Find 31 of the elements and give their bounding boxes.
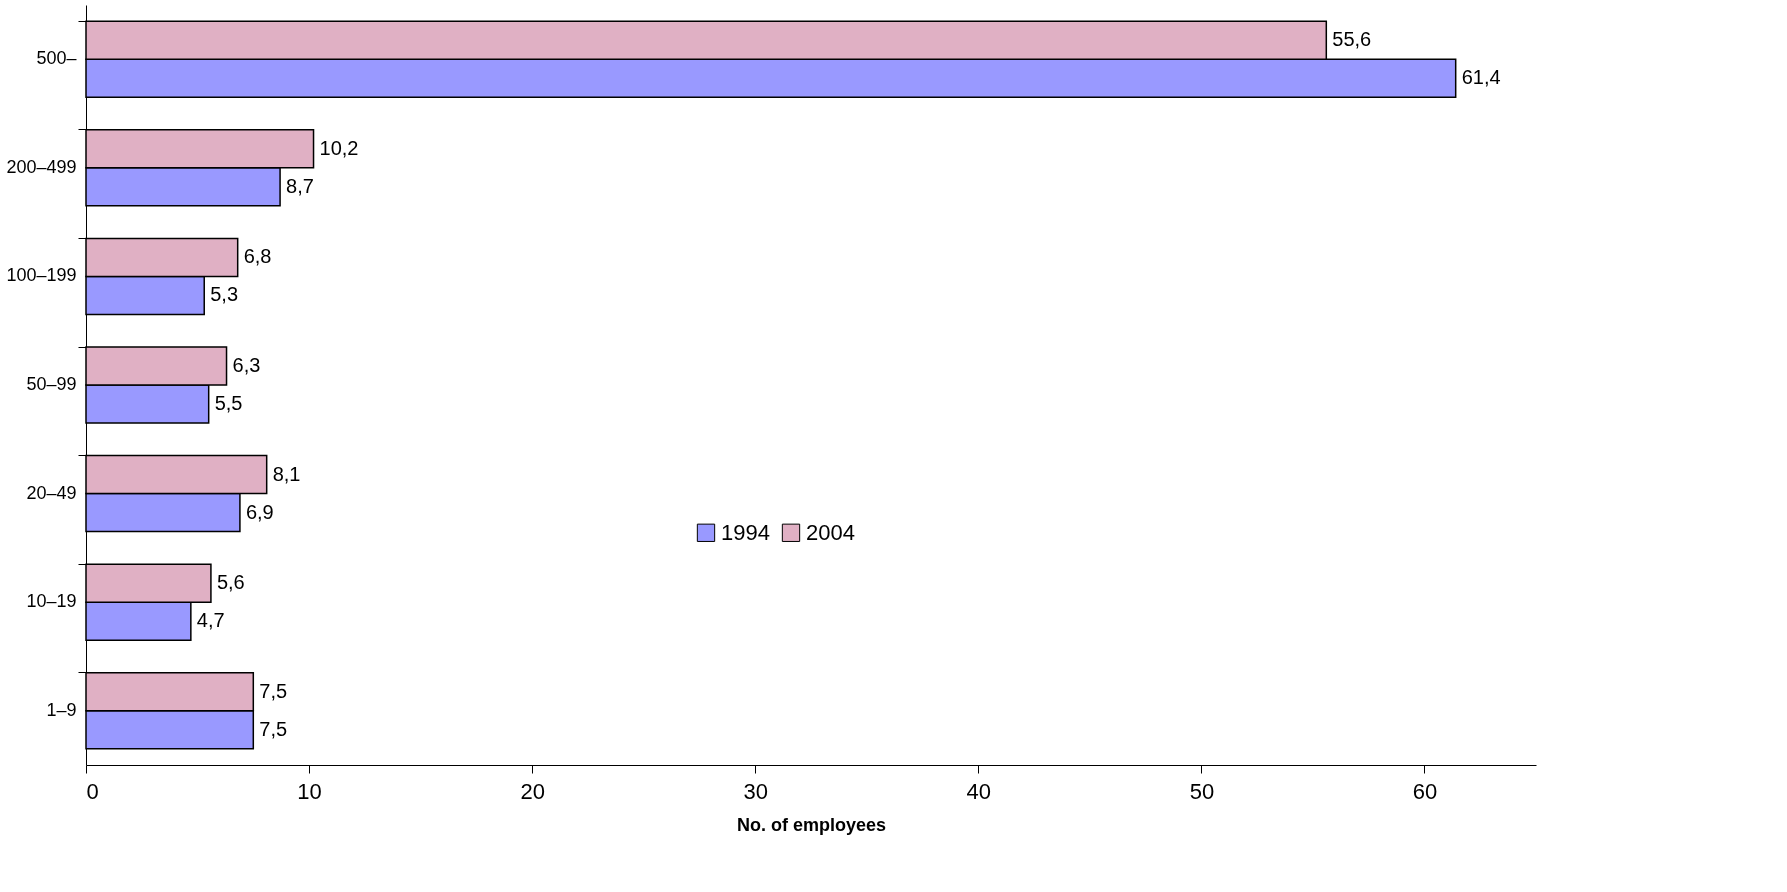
x-axis-title: No. of employees	[736, 814, 887, 835]
y-tick-label: 20–49	[26, 482, 77, 503]
data-label: 7,5	[259, 679, 288, 702]
x-tick-label: 40	[966, 778, 992, 804]
data-label: 8,7	[286, 174, 314, 197]
y-tick-label: 100–199	[6, 265, 77, 286]
x-tick-label: 0	[86, 778, 99, 804]
legend-label: 2004	[806, 519, 855, 545]
y-tick-label: 500–	[36, 48, 77, 69]
y-tick-label: 200–499	[6, 156, 77, 177]
y-tick-label: 50–99	[26, 374, 77, 394]
x-tick-label: 20	[520, 778, 545, 804]
data-label: 10,2	[319, 136, 359, 159]
data-label: 6,9	[245, 500, 274, 523]
data-label: 4,7	[196, 609, 225, 632]
x-tick-label: 50	[1189, 778, 1215, 804]
data-label: 8,1	[272, 462, 301, 485]
data-label: 61,4	[1461, 66, 1501, 89]
x-tick-label: 10	[297, 778, 322, 804]
data-label: 5,5	[214, 392, 243, 414]
y-tick-label: 1–9	[46, 699, 77, 720]
data-label: 5,6	[216, 571, 245, 594]
x-tick-label: 60	[1412, 778, 1438, 804]
data-label: 7,5	[259, 717, 288, 740]
y-tick-label: 10–19	[26, 591, 77, 612]
data-label: 6,3	[232, 354, 261, 376]
legend-label: 1994	[721, 519, 770, 545]
data-label: 55,6	[1332, 28, 1372, 51]
x-tick-label: 30	[743, 778, 768, 804]
data-label: 6,8	[243, 245, 272, 268]
data-label: 5,3	[210, 283, 239, 306]
